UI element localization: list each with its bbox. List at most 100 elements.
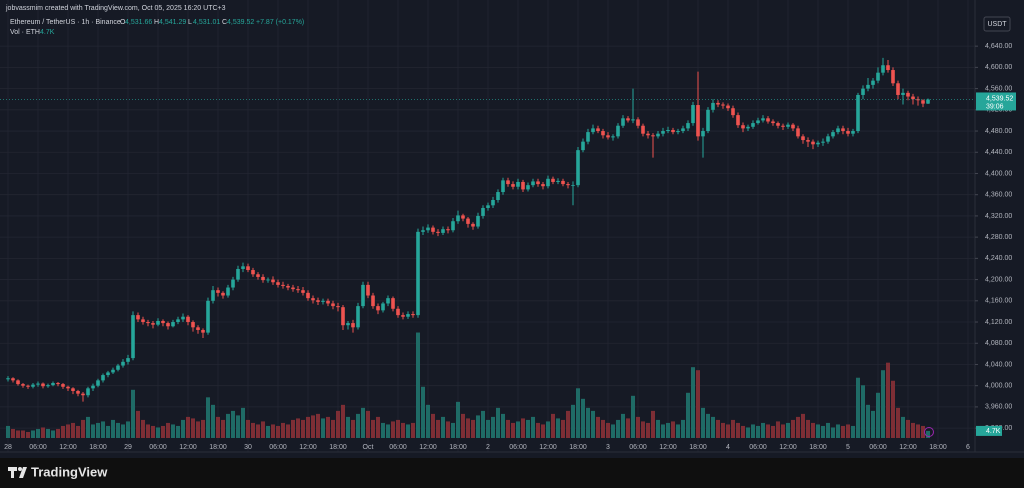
candle-body [341, 307, 345, 326]
candle-body [441, 229, 445, 233]
ohlc-value: 4,541.29 [159, 19, 186, 26]
volume-bar [706, 413, 710, 438]
volume-bar [36, 428, 40, 438]
volume-bar [16, 430, 20, 438]
volume-bar [786, 422, 790, 438]
candle-body [296, 289, 300, 291]
ohlc-value: 4,539.52 [227, 19, 254, 26]
candle-body [571, 185, 575, 186]
volume-bar [781, 424, 785, 438]
candle-body [356, 306, 360, 328]
candle-body [391, 298, 395, 309]
currency[interactable]: USDT [987, 21, 1007, 28]
volume-tag-label: 4.7K [986, 428, 1001, 435]
volume-bar [476, 415, 480, 438]
candle-body [331, 303, 335, 307]
candle-body [381, 303, 385, 311]
volume-bar [71, 422, 75, 438]
candle-body [171, 322, 175, 327]
x-tick-label: 4 [726, 444, 730, 451]
candle-body [236, 268, 240, 280]
event-icon[interactable] [924, 427, 934, 437]
currency-box[interactable] [983, 16, 1011, 32]
x-tick-label: 18:00 [89, 444, 107, 451]
volume-bar [511, 422, 515, 438]
x-tick-label: 30 [244, 444, 252, 451]
volume-bar [516, 421, 520, 438]
volume-bar [486, 419, 490, 438]
volume-bar [296, 418, 300, 438]
candle-layer [0, 57, 975, 402]
volume-bar [796, 416, 800, 438]
y-tick-label: 4,600.00 [985, 64, 1012, 71]
candle-body [466, 218, 470, 224]
volume-value: 4.7K [40, 29, 55, 36]
candle-body [431, 227, 435, 232]
x-tick-label: 12:00 [419, 444, 437, 451]
volume-bar [921, 425, 925, 438]
candle-body [501, 180, 505, 193]
candle-body [736, 115, 740, 126]
volume-bar [201, 419, 205, 438]
volume-bar [191, 418, 195, 438]
axes: 3,920.003,960.004,000.004,040.004,080.00… [4, 43, 1016, 451]
candle-body [601, 131, 605, 136]
candle-body [16, 380, 20, 385]
volume-bar [161, 425, 165, 438]
candle-body [376, 306, 380, 311]
volume-bar [301, 419, 305, 438]
candle-body [46, 385, 50, 387]
volume-bar [226, 413, 230, 438]
volume-bar [6, 425, 10, 438]
candle-body [561, 180, 565, 185]
candle-body [111, 369, 115, 373]
candle-body [181, 316, 185, 320]
volume-bar [211, 404, 215, 438]
candle-body [231, 279, 235, 288]
volume-bar [666, 422, 670, 438]
candle-body [801, 136, 805, 141]
volume-bar [366, 410, 370, 438]
candle-body [121, 361, 125, 366]
volume-tag [976, 425, 1002, 436]
candle-body [101, 375, 105, 381]
volume-bar [481, 410, 485, 438]
volume-bar [56, 428, 60, 438]
volume-bar [101, 421, 105, 438]
volume-bar [216, 416, 220, 438]
candle-body [176, 319, 180, 323]
candle-body [426, 227, 430, 231]
credit: jobvassmim created with TradingView.com,… [5, 5, 226, 12]
volume-bar [166, 422, 170, 438]
volume-bar [596, 416, 600, 438]
candle-body [361, 284, 365, 307]
volume-bar [281, 422, 285, 438]
candle-body [746, 126, 750, 129]
candle-body [831, 132, 835, 137]
volume-bar [871, 410, 875, 438]
x-tick-label: 5 [846, 444, 850, 451]
x-tick-label: 29 [124, 444, 132, 451]
candle-body [701, 131, 705, 137]
x-tick-label: 18:00 [929, 444, 947, 451]
ohlc-key: L [188, 19, 192, 26]
candle-body [41, 383, 45, 387]
candle-body [416, 231, 420, 316]
y-tick-label: 4,040.00 [985, 361, 1012, 368]
x-tick-label: 06:00 [389, 444, 407, 451]
volume-bar [381, 422, 385, 438]
candle-body [461, 215, 465, 219]
volume-bar [906, 419, 910, 438]
candle-body [836, 128, 840, 133]
x-tick-label: 06:00 [509, 444, 527, 451]
volume-bar [731, 419, 735, 438]
y-tick-label: 4,400.00 [985, 170, 1012, 177]
volume-bar [811, 422, 815, 438]
candle-body [506, 180, 510, 185]
candle-body [806, 140, 810, 142]
candle-body [766, 118, 770, 122]
volume-bar [41, 427, 45, 438]
y-tick-label: 4,640.00 [985, 43, 1012, 50]
volume-bar [556, 418, 560, 438]
candle-body [851, 131, 855, 134]
